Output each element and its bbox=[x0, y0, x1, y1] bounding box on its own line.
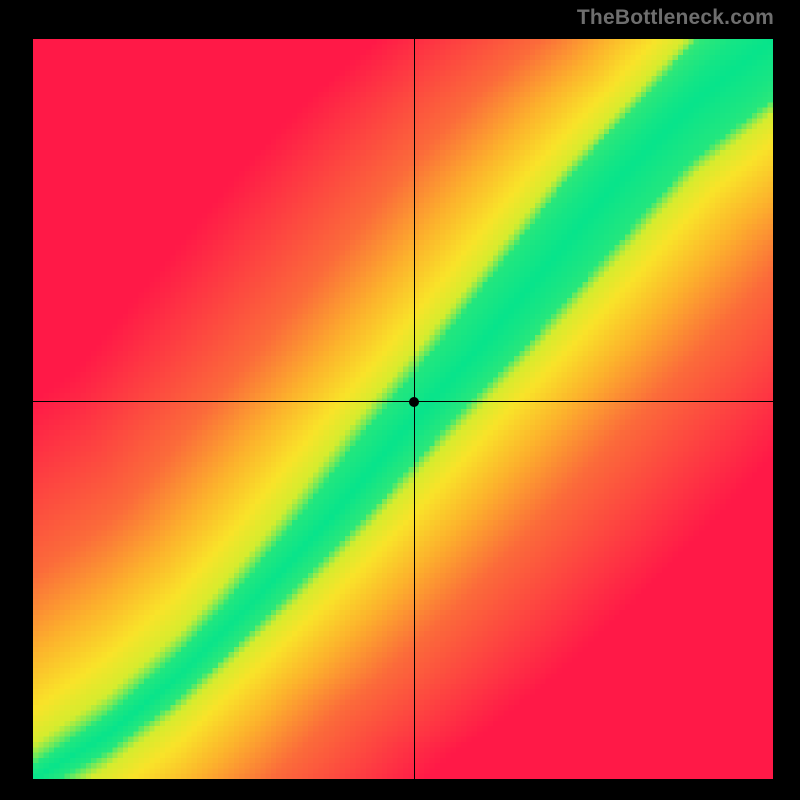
crosshair-dot bbox=[409, 397, 419, 407]
heatmap-canvas bbox=[33, 39, 773, 779]
crosshair-horizontal bbox=[33, 401, 773, 402]
heatmap-frame bbox=[30, 36, 770, 776]
viewport: TheBottleneck.com bbox=[0, 0, 800, 800]
crosshair-vertical bbox=[414, 39, 415, 779]
watermark-text: TheBottleneck.com bbox=[577, 6, 774, 30]
